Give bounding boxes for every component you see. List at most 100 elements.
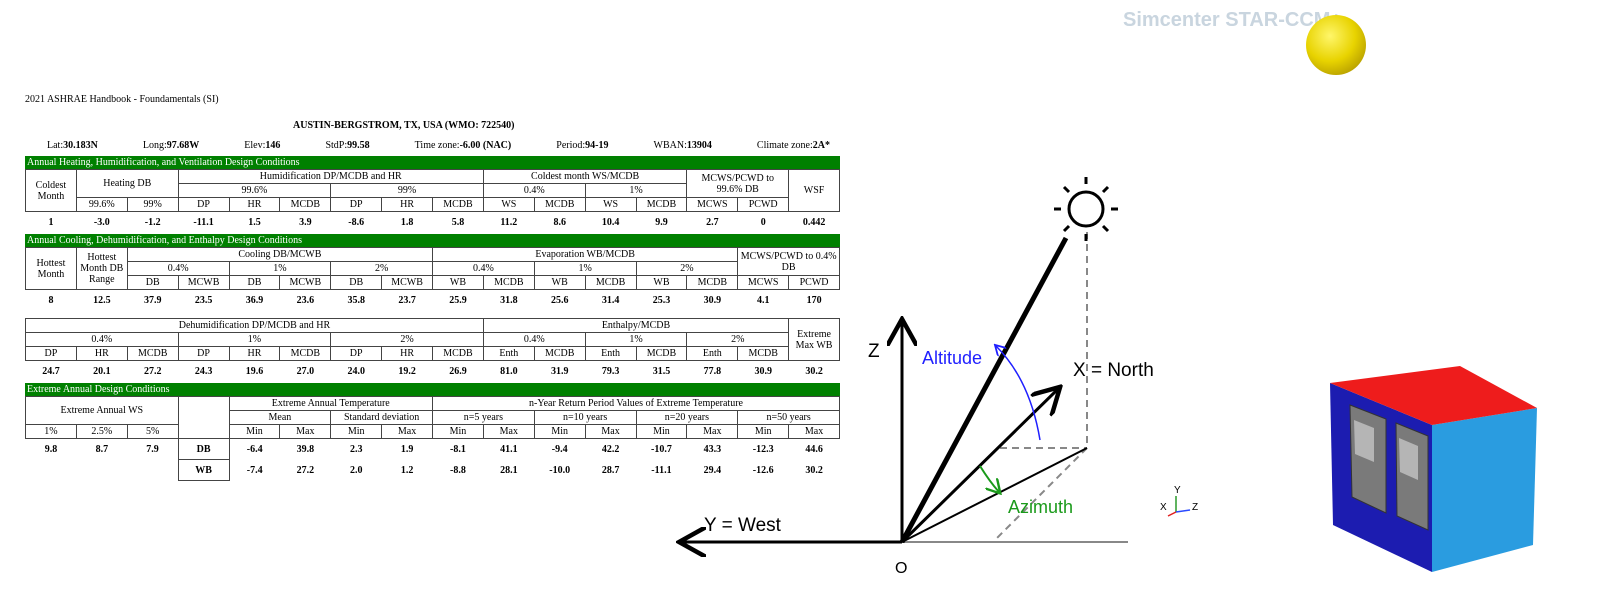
watermark: Simcenter STAR-CCM+: [1123, 9, 1342, 31]
value-cell: 41.1: [500, 443, 518, 455]
header-cell: MCDB: [686, 275, 739, 290]
info-value: 13904: [686, 140, 712, 151]
info-value: 97.68W: [166, 140, 200, 151]
value-cell: 28.1: [500, 464, 518, 476]
info-item: Long:97.68W: [143, 140, 199, 154]
value-cell: 35.8: [347, 294, 365, 306]
dashed-line: [994, 447, 1088, 541]
header-cell: MCDB: [533, 197, 586, 212]
value-cell: 0.442: [802, 216, 826, 228]
section-title: Extreme Annual Design Conditions: [25, 383, 840, 396]
value-cell: 19.6: [245, 365, 264, 377]
x-label: X = North: [1073, 360, 1154, 381]
table-row: WB -7.4 27.2 2.0 1.2 -8.8 28.1 -10.0 28.7 -11.1 29…: [26, 459, 840, 481]
info-label: Time zone:: [414, 140, 460, 151]
table-row: DP HR MCDB DP HR MCDB DP HR MCDB Enth MCDB Enth MCDB…: [25, 346, 840, 361]
header-cell: Max: [482, 424, 535, 439]
header-cell: WS: [482, 197, 535, 212]
table-row: 99.6% 99% DP HR MCDB DP HR MCDB WS MCDB WS MCDB MCWS…: [26, 197, 840, 212]
value-cell: 23.6: [296, 294, 315, 306]
value-cell: 42.2: [601, 443, 620, 455]
info-label: StdP:: [325, 140, 348, 151]
value-cell: 3.9: [299, 216, 312, 228]
value-cell: 27.0: [296, 365, 315, 377]
sections: Annual Heating, Humidification, and Vent…: [25, 156, 840, 481]
header-cell: Hottest Month: [25, 247, 77, 290]
value-cell: 0: [760, 216, 766, 228]
azimuth-label: Azimuth: [1008, 497, 1073, 517]
data-table: Coldest Month Heating DB Humidification DP…: [25, 169, 840, 232]
table-row: 24.7 20.1 27.2 24.3 19.6 27.0 24.0 19.2 26.9 81.0…: [26, 361, 840, 382]
value-cell: 9.8: [44, 443, 58, 455]
value-cell: -12.6: [752, 464, 774, 476]
header-cell: MCDB: [737, 346, 790, 361]
header-cell: WS: [584, 197, 637, 212]
value-cell: 23.7: [398, 294, 416, 306]
header-cell: DB: [330, 275, 383, 290]
info-item: Elev:146: [244, 140, 280, 154]
cabinet-model: [1330, 366, 1537, 572]
value-cell: 24.7: [42, 365, 60, 377]
value-cell: -8.1: [450, 443, 466, 455]
value-cell: 37.9: [143, 294, 162, 306]
value-cell: WB: [177, 459, 230, 481]
table-row: DB MCWB DB MCWB DB MCWB WB MCDB WB MCDB WB MCDB MCWS…: [26, 275, 840, 290]
value-cell: 23.5: [194, 294, 213, 306]
sun-ray: [899, 236, 1069, 544]
info-label: Long:: [142, 140, 167, 151]
info-item: StdP:99.58: [325, 140, 369, 154]
value-cell: 1.8: [400, 216, 414, 228]
value-cell: 27.2: [296, 464, 315, 476]
ashrae-sheet: 2021 ASHRAE Handbook - Foundamentals (SI…: [25, 94, 840, 481]
header-cell: Enth: [482, 346, 535, 361]
table-row: 1% 2.5% 5% Min Max Min Max Min Max Min Max Min Max Mi…: [25, 424, 840, 439]
header-cell: Min: [635, 424, 688, 439]
header-cell: Coldest Month: [25, 169, 77, 212]
value-cell: 28.7: [601, 464, 620, 476]
location: AUSTIN-BERGSTROM, TX, USA (WMO: 722540): [293, 120, 515, 131]
header-cell: 2.5%: [75, 424, 128, 439]
info-label: WBAN:: [653, 140, 687, 151]
value-cell: -11.1: [651, 464, 672, 476]
info-value: 146: [265, 140, 281, 151]
value-cell: -1.2: [144, 216, 161, 228]
value-cell: 31.5: [652, 365, 671, 377]
info-item: Time zone:-6.00 (NAC): [415, 140, 512, 154]
info-value: 30.183N: [63, 140, 98, 151]
azimuth-arc: [979, 465, 999, 492]
value-cell: 39.8: [296, 443, 315, 455]
header-cell: MCDB: [482, 275, 535, 290]
table-row: 1 -3.0 -1.2 -11.1 1.5 3.9 -8.6 1.8 5.8 11.2 8.6 10.…: [26, 212, 840, 233]
value-cell: 24.0: [347, 365, 365, 377]
table-row: Mean Standard deviation n=5 years n=10 year…: [26, 410, 840, 425]
value-cell: 7.9: [146, 443, 159, 455]
value-cell: 2.3: [349, 443, 363, 455]
header-cell: MCDB: [635, 197, 688, 212]
value-cell: 2.0: [349, 464, 363, 476]
header-cell: Max: [788, 424, 840, 439]
info-item: Lat:30.183N: [47, 140, 98, 154]
header-cell: Min: [737, 424, 790, 439]
sun: [1054, 177, 1118, 241]
sphere: [1306, 15, 1366, 75]
data-table: Extreme Annual WS Extreme Annual Temperat…: [25, 396, 840, 481]
value-cell: 12.5: [93, 294, 111, 306]
triad-label: X: [1160, 502, 1167, 513]
data-table: Dehumidification DP/MCDB and HR Enthalpy/…: [25, 318, 840, 381]
value-cell: 1.5: [248, 216, 261, 228]
info-label: Period:: [556, 140, 586, 151]
source: 2021 ASHRAE Handbook - Foundamentals (SI…: [25, 94, 219, 105]
value-cell: 77.8: [703, 365, 722, 377]
value-cell: 29.4: [703, 464, 722, 476]
header-cell: HR: [228, 197, 281, 212]
origin-label: O: [895, 560, 907, 577]
y-label: Y = West: [704, 515, 782, 536]
value-cell: 36.9: [245, 294, 264, 306]
header-cell: Hottest Month DB Range: [75, 247, 128, 290]
header-cell: PCWD: [788, 275, 840, 290]
value-cell: 31.9: [550, 365, 569, 377]
table-row: 8 12.5 37.9 23.5 36.9 23.6 35.8 23.7 25.9 31.8 25.…: [26, 290, 840, 311]
value-cell: 44.6: [805, 443, 823, 455]
header-cell: Max: [686, 424, 739, 439]
